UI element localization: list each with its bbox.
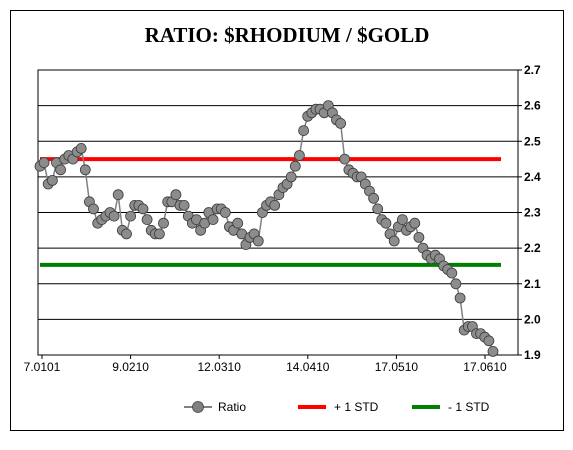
- x-axis-ticks: 7.0101 9.0210 12.0310 14.0410 17.0510 17.0610: [24, 355, 507, 374]
- ratio-point: [121, 228, 132, 240]
- ratio-point: [158, 217, 169, 229]
- ratio-point: [368, 192, 380, 204]
- ratio-point: [483, 335, 495, 347]
- ratio-point: [446, 267, 458, 279]
- ratio-point: [372, 203, 384, 215]
- ratio-point: [141, 214, 153, 226]
- y-axis-ticks: 1.9 2.0 2.1 2.2 2.3 2.4 2.5 2.6 2.7: [518, 63, 541, 362]
- ratio-point: [137, 203, 149, 215]
- x-tick-label: 14.0410: [286, 360, 330, 374]
- ratio-point: [380, 217, 392, 229]
- y-tick-label: 2.1: [524, 277, 541, 291]
- ratio-point: [108, 210, 120, 222]
- x-tick-label: 17.0610: [463, 360, 507, 374]
- ratio-series: [34, 100, 499, 357]
- ratio-point: [285, 171, 297, 183]
- ratio-point: [298, 125, 310, 137]
- ratio-point: [170, 189, 182, 201]
- ratio-point: [88, 203, 99, 215]
- ratio-point: [396, 214, 408, 226]
- x-tick-label: 9.0210: [112, 360, 149, 374]
- ratio-point: [487, 345, 499, 357]
- ratio-point: [289, 160, 301, 172]
- ratio-point: [339, 153, 351, 165]
- legend-ratio-marker: [192, 401, 204, 413]
- ratio-point: [450, 278, 462, 290]
- ratio-point: [335, 118, 347, 129]
- y-tick-label: 2.0: [524, 312, 541, 326]
- ratio-point: [153, 228, 165, 240]
- ratio-point: [454, 292, 466, 304]
- ratio-point: [269, 199, 281, 211]
- std-lines: [40, 157, 501, 267]
- ratio-point: [75, 142, 87, 154]
- ratio-point: [38, 157, 50, 169]
- ratio-point: [232, 217, 244, 229]
- ratio-point: [47, 174, 58, 186]
- y-tick-label: 2.3: [524, 206, 541, 220]
- ratio-point: [252, 235, 264, 247]
- ratio-point: [409, 217, 421, 229]
- y-tick-label: 2.7: [524, 63, 541, 77]
- chart-title: RATIO: $RHODIUM / $GOLD: [145, 23, 430, 47]
- ratio-point: [178, 199, 190, 211]
- ratio-point: [125, 210, 137, 222]
- gridlines: [38, 105, 518, 320]
- y-tick-label: 2.6: [524, 99, 541, 113]
- ratio-point: [55, 164, 66, 176]
- x-tick-label: 12.0310: [198, 360, 242, 374]
- ratio-point: [293, 150, 305, 161]
- x-tick-label: 17.0510: [375, 360, 419, 374]
- ratio-point: [413, 231, 425, 243]
- legend: Ratio + 1 STD - 1 STD: [184, 400, 490, 414]
- ratio-point: [388, 235, 400, 247]
- ratio-point: [207, 214, 219, 226]
- ratio-point: [79, 164, 91, 176]
- y-tick-label: 1.9: [524, 348, 541, 362]
- ratio-point: [112, 189, 124, 201]
- legend-ratio-label: Ratio: [218, 400, 246, 414]
- legend-minus-std-label: - 1 STD: [448, 400, 490, 414]
- y-tick-label: 2.5: [524, 134, 541, 148]
- y-tick-label: 2.4: [524, 170, 541, 184]
- y-tick-label: 2.2: [524, 241, 541, 255]
- legend-plus-std-label: + 1 STD: [334, 400, 379, 414]
- ratio-point: [219, 207, 231, 218]
- x-tick-label: 7.0101: [24, 360, 61, 374]
